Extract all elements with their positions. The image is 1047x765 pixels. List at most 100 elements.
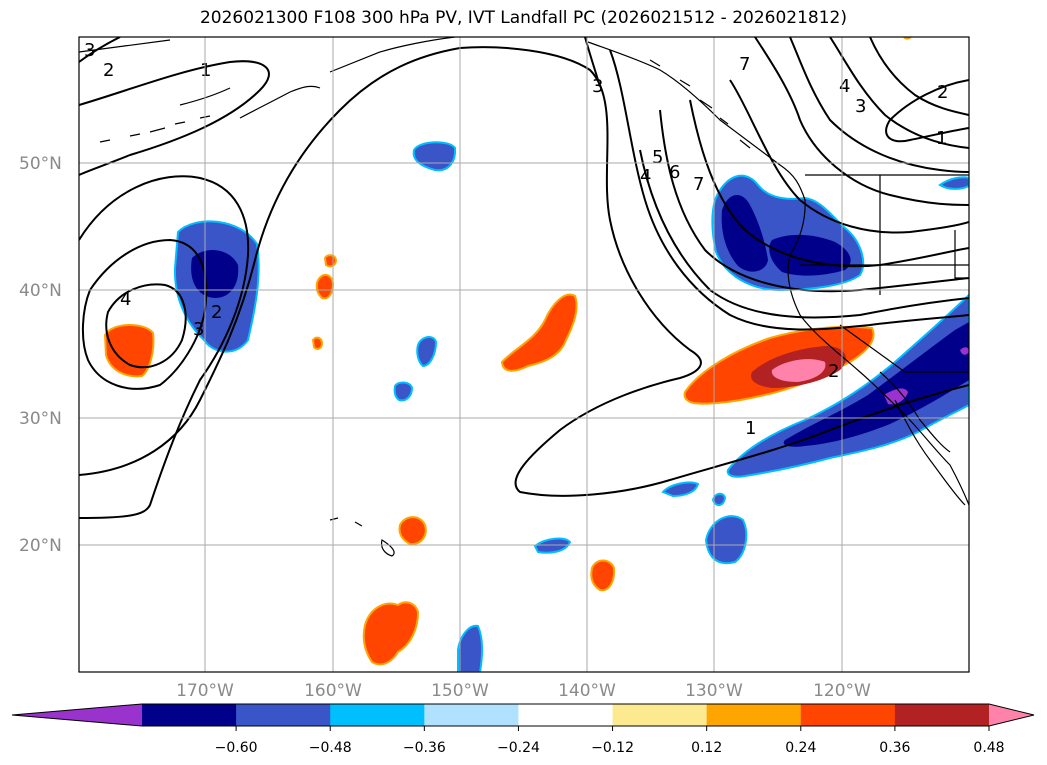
contour-line xyxy=(79,37,121,63)
strong-negative-anomaly-region xyxy=(191,249,239,298)
colorbar-tick-label: −0.12 xyxy=(591,740,634,756)
colorbar-segment xyxy=(612,704,708,726)
negative-anomaly-region xyxy=(457,624,483,672)
alaska-coastline xyxy=(79,37,456,119)
colorbar-segment xyxy=(894,704,990,726)
positive-anomaly-region xyxy=(500,293,578,372)
contour-label: 3 xyxy=(84,40,95,61)
colorbar-segment xyxy=(800,704,896,726)
contour-label: 5 xyxy=(652,147,663,168)
contour-label: 7 xyxy=(693,174,704,195)
colorbar-labels: −0.60 −0.48 −0.36 −0.24 −0.12 0.12 0.24 0.36 0.4… xyxy=(215,740,1005,756)
colorbar-tick-label: 0.48 xyxy=(973,740,1004,756)
graticule xyxy=(79,37,969,672)
positive-anomaly-region xyxy=(311,336,324,350)
contour-label: 6 xyxy=(669,162,680,183)
colorbar xyxy=(11,703,1035,731)
negative-anomaly-region xyxy=(938,176,969,190)
colorbar-tick-label: 0.24 xyxy=(785,740,816,756)
colorbar-tick-label: 0.12 xyxy=(691,740,722,756)
contour-label: 4 xyxy=(839,76,850,97)
lon-label: 120°W xyxy=(813,681,871,701)
negative-anomaly-region xyxy=(711,492,727,506)
contour-line xyxy=(609,49,969,331)
contour-line xyxy=(79,46,969,497)
colorbar-tick-label: −0.48 xyxy=(309,740,352,756)
contour-label: 1 xyxy=(936,128,947,149)
contour-label: 7 xyxy=(739,54,750,75)
map-title: 2026021300 F108 300 hPa PV, IVT Landfall… xyxy=(199,8,847,28)
contour-line xyxy=(885,79,969,143)
contour-line xyxy=(79,60,270,176)
negative-anomaly-region xyxy=(416,336,438,368)
contour-line xyxy=(869,37,969,116)
contour-label: 2 xyxy=(103,60,114,81)
contour-label: 4 xyxy=(640,166,651,187)
british-columbia-islands xyxy=(649,59,751,149)
contour-label: 4 xyxy=(120,289,131,310)
extreme-negative-anomaly-region xyxy=(960,347,969,355)
contour-line xyxy=(105,283,187,369)
negative-anomaly-region xyxy=(533,537,572,554)
contour-label: 1 xyxy=(745,418,756,439)
positive-anomaly-region xyxy=(362,601,420,666)
longitude-labels: 170°W 160°W 150°W 140°W 130°W 120°W xyxy=(176,681,871,701)
negative-anomaly-region xyxy=(661,481,700,498)
lon-label: 160°W xyxy=(304,681,362,701)
contour-label: 2 xyxy=(937,82,948,103)
lat-label: 30°N xyxy=(19,409,62,429)
contour-label: 2 xyxy=(211,302,222,323)
positive-anomaly-region xyxy=(398,516,427,546)
gulf-of-california-coastline xyxy=(879,371,951,453)
colorbar-outline xyxy=(11,703,1035,727)
colorbar-extend-max xyxy=(989,704,1034,726)
negative-anomaly-region xyxy=(704,515,748,565)
colorbar-extend-min xyxy=(12,704,142,726)
contour-line xyxy=(639,149,969,319)
strong-negative-anomaly-region xyxy=(783,322,969,447)
contour-label: 3 xyxy=(855,96,866,117)
colorbar-tick-label: 0.36 xyxy=(879,740,910,756)
lon-label: 140°W xyxy=(558,681,616,701)
colorbar-segment xyxy=(424,704,519,726)
lat-label: 50°N xyxy=(19,154,62,174)
colorbar-segment xyxy=(142,704,237,726)
negative-anomaly-region xyxy=(726,293,969,478)
contour-label: 3 xyxy=(592,76,603,97)
contour-label: 1 xyxy=(200,60,211,81)
colorbar-tick-label: −0.36 xyxy=(403,740,446,756)
baja-california xyxy=(894,399,966,506)
contour-line xyxy=(659,109,969,293)
contour-line xyxy=(79,175,250,519)
positive-anomaly-region xyxy=(590,559,616,592)
lon-label: 130°W xyxy=(685,681,743,701)
contour-line xyxy=(829,37,969,149)
colorbar-tick-label: −0.24 xyxy=(497,740,540,756)
strong-negative-anomaly-region xyxy=(721,194,768,272)
contour-line xyxy=(584,37,599,81)
contour-labels: 3 2 1 4 3 2 3 5 6 4 7 7 4 3 2 1 1 2 xyxy=(84,40,948,439)
colorbar-tick-label: −0.60 xyxy=(215,740,258,756)
negative-anomaly-region xyxy=(393,381,414,402)
map-frame xyxy=(78,36,970,673)
lon-label: 170°W xyxy=(176,681,234,701)
positive-anomaly-region xyxy=(315,273,335,300)
aleutian-islands xyxy=(99,115,211,143)
contour-line xyxy=(81,238,208,390)
lat-label: 20°N xyxy=(19,536,62,556)
positive-anomaly-region xyxy=(903,37,912,40)
positive-anomaly-region xyxy=(323,254,338,268)
lat-label: 40°N xyxy=(19,281,62,301)
contour-label: 3 xyxy=(193,319,204,340)
colorbar-segment xyxy=(706,704,802,726)
latitude-labels: 50°N 40°N 30°N 20°N xyxy=(19,154,62,556)
peak-positive-anomaly-region xyxy=(771,359,826,382)
colorbar-segment xyxy=(236,704,331,726)
colorbar-segment xyxy=(330,704,425,726)
contour-line xyxy=(729,79,969,234)
lon-label: 150°W xyxy=(431,681,489,701)
contour-label: 2 xyxy=(828,361,839,382)
positive-anomaly-region xyxy=(103,324,155,378)
colorbar-segment xyxy=(518,704,614,726)
